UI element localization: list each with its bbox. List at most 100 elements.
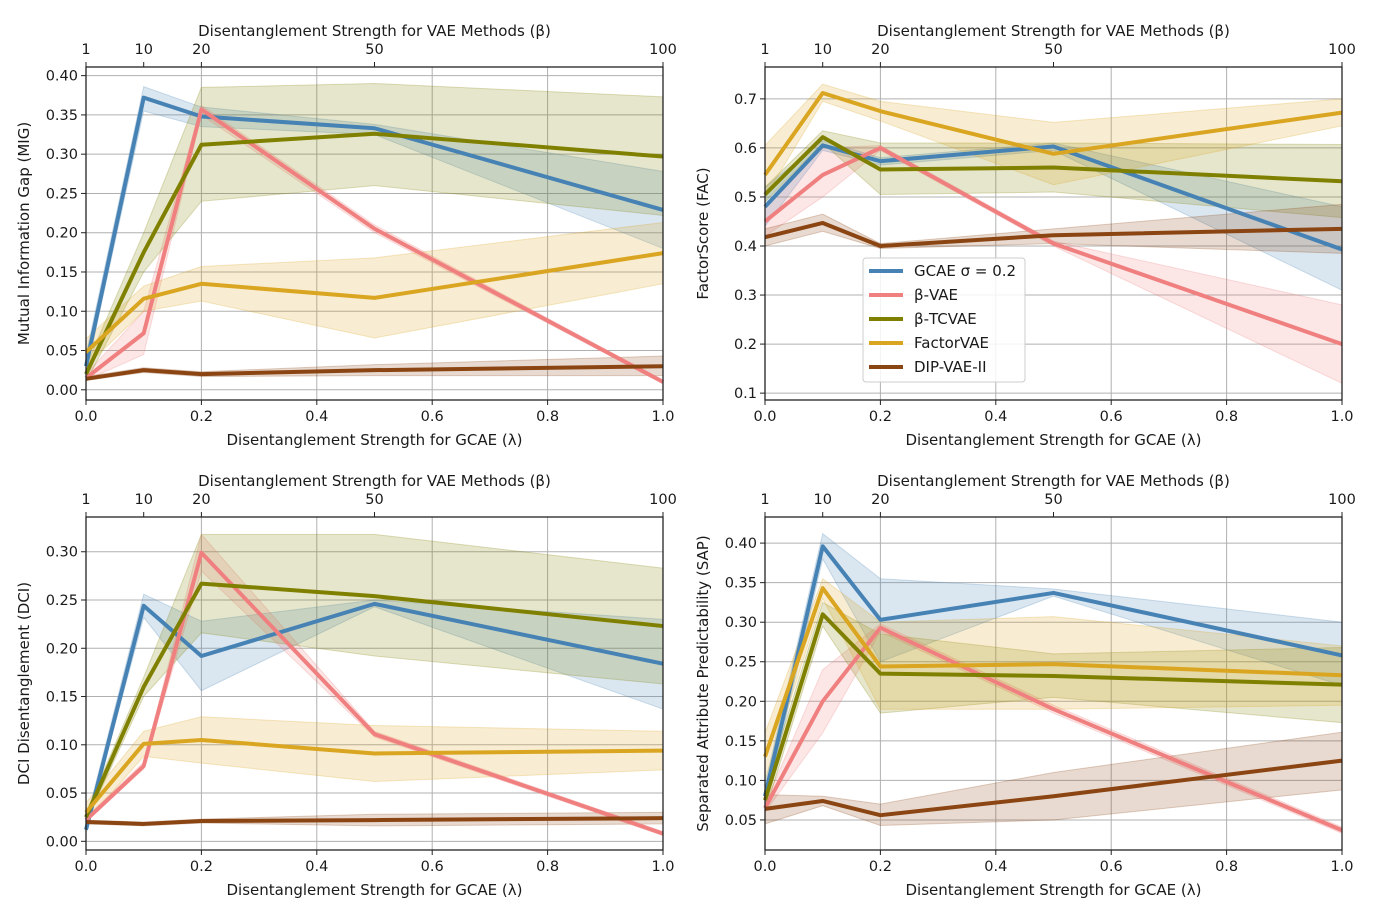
y-tick-label: 0.1 [734, 386, 757, 402]
top-x-tick-label: 10 [134, 42, 152, 58]
y-tick-label: 0.15 [46, 690, 78, 706]
series-line-4 [764, 220, 1343, 249]
series-line-1 [763, 625, 1343, 833]
x-tick-label: 0.6 [1100, 409, 1123, 425]
x-tick-label: 1.0 [1330, 859, 1353, 875]
x-axis-label: Disentanglement Strength for GCAE (λ) [906, 431, 1202, 449]
axes-frame [764, 516, 1343, 851]
x-tick-label: 1.0 [1330, 409, 1353, 425]
top-x-tick-label: 1 [81, 42, 90, 58]
series-line-0 [763, 544, 1343, 797]
x-axis-label: Disentanglement Strength for GCAE (λ) [227, 431, 523, 449]
top-x-tick-label: 50 [365, 42, 383, 58]
band-3 [85, 221, 664, 368]
y-tick-label: 0.40 [46, 69, 78, 85]
x-tick-label: 0.4 [984, 859, 1007, 875]
y-tick-label: 0.30 [46, 147, 78, 163]
y-tick-label: 0.15 [46, 265, 78, 281]
series-line-3 [763, 90, 1343, 177]
series-line-1 [763, 145, 1343, 346]
x-tick-label: 0.6 [421, 859, 444, 875]
x-tick-label: 0.2 [190, 409, 213, 425]
axes-frame [85, 66, 664, 401]
x-tick-label: 0.0 [74, 859, 97, 875]
series-line-1 [84, 550, 664, 836]
series-line-4 [85, 364, 664, 381]
series-line-2 [763, 135, 1343, 196]
top-x-tick-label: 20 [871, 492, 889, 508]
x-tick-label: 0.4 [305, 859, 328, 875]
top-x-tick-label: 1 [760, 42, 769, 58]
legend-entry: β-VAE [914, 286, 958, 304]
series-line-4 [85, 816, 664, 826]
y-tick-label: 0.5 [734, 190, 757, 206]
series-line-2 [84, 131, 664, 375]
x-tick-label: 0.2 [869, 859, 892, 875]
top-x-tick-label: 20 [871, 42, 889, 58]
y-tick-label: 0.30 [725, 615, 757, 631]
top-x-tick-label: 20 [192, 492, 210, 508]
top-x-tick-label: 50 [1044, 492, 1062, 508]
y-axis-label: Separated Attribute Predictability (SAP) [694, 535, 712, 831]
top-x-tick-label: 100 [1328, 492, 1356, 508]
x-tick-label: 0.6 [1100, 859, 1123, 875]
subplot-2: 0.0 0.2 0.4 0.6 0.8 1.0 0.1 0.2 0.3 0.4 0.5 0.6 0.7 1… [694, 22, 1356, 449]
x-axis-label: Disentanglement Strength for GCAE (λ) [227, 881, 523, 899]
y-tick-label: 0.00 [46, 834, 78, 850]
legend-entry: DIP-VAE-II [914, 358, 987, 376]
subplot-1: 0.0 0.2 0.4 0.6 0.8 1.0 0.00 0.05 0.10 0.15 0.20 0.… [15, 22, 677, 449]
series-line-0 [84, 601, 664, 831]
y-tick-label: 0.2 [734, 337, 757, 353]
series-line-3 [84, 251, 664, 354]
x-tick-label: 1.0 [651, 409, 674, 425]
top-x-axis-label: Disentanglement Strength for VAE Methods… [877, 22, 1230, 40]
subplot-4: 0.0 0.2 0.4 0.6 0.8 1.0 0.05 0.10 0.15 0.20 0.25 0.… [694, 472, 1356, 899]
y-tick-label: 0.25 [46, 593, 78, 609]
y-tick-label: 0.15 [725, 734, 757, 750]
y-tick-label: 0.10 [46, 304, 78, 320]
y-tick-label: 0.20 [46, 226, 78, 242]
y-tick-label: 0.35 [725, 576, 757, 592]
y-tick-label: 0.35 [46, 108, 78, 124]
y-tick-label: 0.05 [46, 344, 78, 360]
y-axis-label: FactorScore (FAC) [694, 167, 712, 299]
series-line-4 [764, 758, 1343, 818]
legend-box [862, 257, 1026, 383]
top-x-tick-label: 100 [649, 492, 677, 508]
series-line-2 [84, 581, 664, 818]
x-tick-label: 0.8 [1215, 859, 1238, 875]
top-x-tick-label: 10 [134, 492, 152, 508]
series-line-2 [763, 612, 1343, 801]
legend: GCAE σ = 0.2 β-VAE β-TCVAE FactorVAE DIP-VAE… [862, 257, 1026, 383]
legend-entry: FactorVAE [914, 334, 989, 352]
y-tick-label: 0.00 [46, 383, 78, 399]
top-x-tick-label: 20 [192, 42, 210, 58]
y-tick-label: 0.3 [734, 288, 757, 304]
x-tick-label: 1.0 [651, 859, 674, 875]
band-4 [764, 731, 1343, 826]
y-tick-label: 0.05 [725, 813, 757, 829]
x-tick-label: 0.8 [536, 409, 559, 425]
subplot-3: 0.0 0.2 0.4 0.6 0.8 1.0 0.00 0.05 0.10 0.15 0.20 0.… [15, 472, 677, 899]
top-x-tick-label: 100 [1328, 42, 1356, 58]
x-tick-label: 0.2 [869, 409, 892, 425]
top-x-axis-label: Disentanglement Strength for VAE Methods… [198, 472, 551, 490]
y-tick-label: 0.25 [46, 186, 78, 202]
x-tick-label: 0.0 [74, 409, 97, 425]
x-axis-label: Disentanglement Strength for GCAE (λ) [906, 881, 1202, 899]
y-tick-label: 0.40 [725, 536, 757, 552]
x-tick-label: 0.2 [190, 859, 213, 875]
y-tick-label: 0.6 [734, 141, 757, 157]
top-x-tick-label: 100 [649, 42, 677, 58]
x-tick-label: 0.0 [753, 409, 776, 425]
top-x-tick-label: 10 [813, 492, 831, 508]
x-tick-label: 0.8 [536, 859, 559, 875]
y-tick-label: 0.25 [725, 655, 757, 671]
x-tick-label: 0.6 [421, 409, 444, 425]
legend-entry: GCAE σ = 0.2 [914, 262, 1016, 280]
y-tick-label: 0.20 [725, 694, 757, 710]
y-axis-label: Mutual Information Gap (MIG) [15, 122, 33, 345]
top-x-tick-label: 50 [1044, 42, 1062, 58]
y-tick-label: 0.30 [46, 545, 78, 561]
